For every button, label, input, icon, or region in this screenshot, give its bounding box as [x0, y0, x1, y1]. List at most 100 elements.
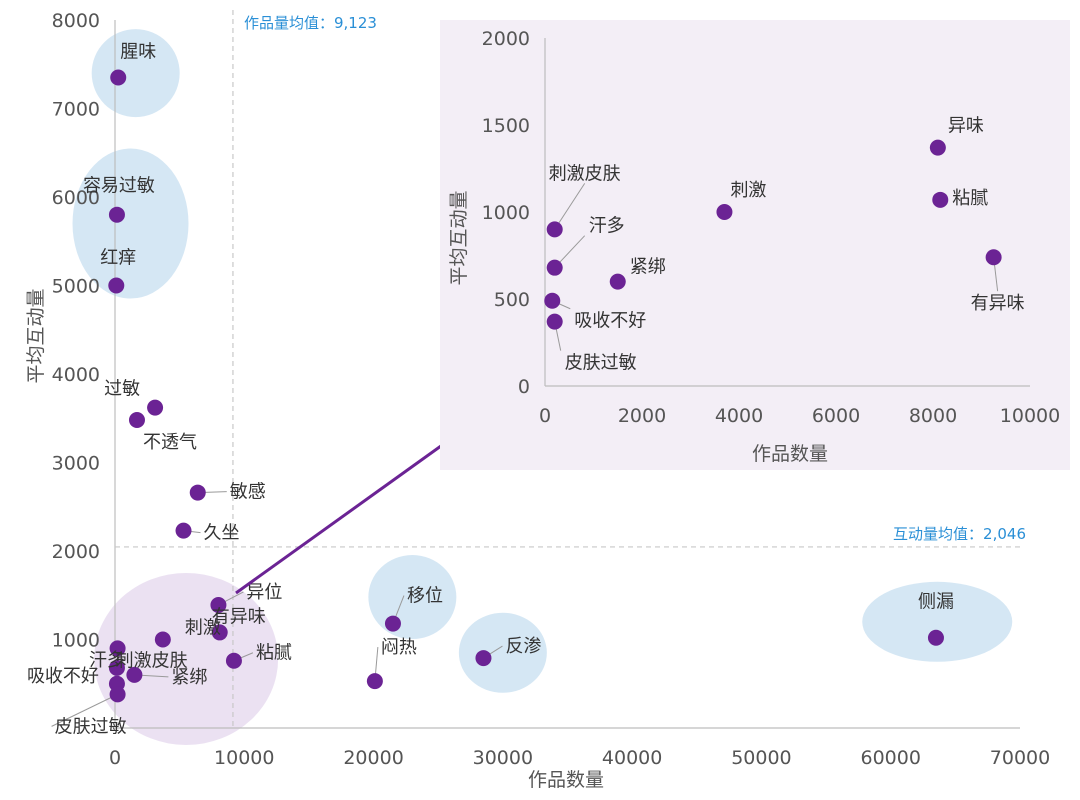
zoom-arrow-line	[235, 423, 473, 595]
inset-point-label-紧绑: 紧绑	[630, 257, 666, 278]
inset-leader-line-刺激皮肤	[554, 183, 586, 230]
inset-y-tick-label: 0	[518, 376, 530, 398]
main-point-敏感	[189, 484, 206, 501]
main-point-label-吸收不好: 吸收不好	[27, 666, 99, 687]
main-point-刺激皮肤	[109, 640, 126, 657]
inset-background	[440, 20, 1070, 470]
main-point-label-粘腻: 粘腻	[256, 643, 292, 664]
main-point-紧绑	[126, 666, 143, 683]
main-y-tick-label: 3000	[52, 453, 100, 475]
highlight-bubble-反渗	[458, 612, 547, 693]
inset-x-tick-label: 2000	[618, 405, 666, 427]
main-point-label-移位: 移位	[407, 586, 443, 607]
inset-point-粘腻	[932, 191, 949, 208]
inset-y-tick-label: 1500	[482, 115, 530, 137]
main-point-不透气	[128, 412, 145, 429]
main-y-tick-label: 6000	[52, 187, 100, 209]
main-point-有异味	[211, 624, 228, 641]
main-y-tick-label: 2000	[52, 541, 100, 563]
inset-point-刺激	[716, 204, 733, 220]
main-point-label-不透气: 不透气	[143, 432, 197, 453]
inset-point-刺激皮肤	[546, 221, 563, 238]
inset-y-tick-label: 500	[494, 289, 530, 311]
main-y-tick-label: 4000	[52, 364, 100, 386]
inset-point-label-刺激: 刺激	[730, 180, 766, 201]
main-x-tick-label: 10000	[214, 747, 274, 769]
main-point-label-过敏: 过敏	[104, 379, 140, 400]
main-point-反渗	[475, 650, 492, 667]
main-point-侧漏	[927, 629, 944, 646]
inset-point-label-刺激皮肤: 刺激皮肤	[549, 163, 621, 184]
x-mean-label: 作品量均值：9,123	[244, 14, 377, 32]
main-point-label-刺激皮肤: 刺激皮肤	[116, 650, 188, 671]
main-x-tick-label: 60000	[860, 747, 920, 769]
inset-point-有异味	[985, 249, 1002, 266]
inset-x-tick-label: 4000	[715, 405, 763, 427]
main-point-过敏	[147, 399, 164, 416]
inset-y-axis-title: 平均互动量	[448, 190, 470, 285]
main-point-红痒	[108, 277, 125, 294]
main-point-label-反渗: 反渗	[505, 636, 541, 657]
main-x-axis-title: 作品数量	[528, 769, 604, 791]
main-point-label-侧漏: 侧漏	[918, 592, 954, 613]
main-point-label-红痒: 红痒	[100, 248, 136, 269]
inset-point-吸收不好	[544, 292, 561, 309]
inset-x-axis-title: 作品数量	[752, 443, 828, 465]
main-point-label-腥味: 腥味	[120, 42, 156, 63]
main-point-移位	[384, 615, 401, 632]
inset-point-异味	[929, 139, 946, 156]
main-x-tick-label: 30000	[473, 747, 533, 769]
main-point-腥味	[110, 69, 127, 86]
main-x-tick-label: 50000	[731, 747, 791, 769]
inset-point-紧绑	[609, 273, 626, 290]
inset-point-label-皮肤过敏: 皮肤过敏	[565, 353, 637, 374]
highlight-bubble-侧漏	[862, 581, 1013, 662]
highlight-bubble-腥味	[91, 29, 180, 118]
main-point-label-刺激: 刺激	[185, 618, 221, 639]
main-x-tick-label: 0	[109, 747, 121, 769]
main-axes: 0 10000 20000 30000 40000 50000 60000 700001000…	[52, 10, 1051, 769]
highlight-bubble-zoom-region	[94, 572, 279, 745]
main-point-label-皮肤过敏: 皮肤过敏	[55, 716, 127, 737]
main-leader-line-皮肤过敏	[51, 693, 118, 727]
zoom-arrow	[235, 423, 473, 595]
inset-point-label-有异味: 有异味	[971, 293, 1025, 314]
main-y-tick-label: 7000	[52, 99, 100, 121]
main-x-tick-label: 20000	[343, 747, 403, 769]
inset-y-tick-label: 1000	[482, 202, 530, 224]
inset-y-tick-label: 2000	[482, 28, 530, 50]
main-y-axis-title: 平均互动量	[25, 288, 47, 383]
y-mean-label: 互动量均值：2,046	[893, 525, 1026, 543]
main-label-layer: 腥味容易过敏红痒过敏不透气敏感久坐异位有异味粘腻刺激刺激皮肤汗多紧绑吸收不好皮肤…	[27, 42, 954, 738]
inset-x-tick-label: 10000	[1000, 405, 1060, 427]
main-point-label-异位: 异位	[246, 582, 282, 603]
main-point-闷热	[366, 673, 383, 690]
main-point-label-紧绑: 紧绑	[171, 667, 207, 688]
main-point-异位	[210, 596, 227, 613]
main-point-刺激	[154, 631, 171, 648]
main-point-汗多	[108, 659, 125, 676]
inset-x-tick-label: 6000	[812, 405, 860, 427]
highlight-bubble-容易过敏-红痒	[72, 148, 189, 299]
main-x-tick-label: 40000	[602, 747, 662, 769]
main-y-tick-label: 5000	[52, 276, 100, 298]
main-point-label-容易过敏: 容易过敏	[83, 176, 155, 197]
main-point-容易过敏	[108, 206, 125, 223]
main-x-tick-label: 70000	[990, 747, 1050, 769]
inset-point-皮肤过敏	[546, 313, 563, 330]
inset-point-label-粘腻: 粘腻	[952, 188, 988, 209]
main-point-layer	[108, 69, 944, 703]
inset-point-label-吸收不好: 吸收不好	[574, 311, 646, 332]
main-point-皮肤过敏	[109, 686, 126, 703]
main-reference-lines	[115, 10, 1020, 728]
inset-chart: 0 2000 4000 6000 8000 10000 0 500 1000 1500 2000 异味…	[440, 20, 1070, 470]
inset-point-label-异味: 异味	[948, 116, 984, 137]
main-point-label-有异味: 有异味	[212, 606, 266, 627]
inset-point-label-汗多: 汗多	[589, 216, 625, 237]
main-point-label-久坐: 久坐	[204, 523, 240, 544]
main-y-tick-label: 8000	[52, 10, 100, 32]
main-point-久坐	[175, 522, 192, 539]
main-point-label-汗多: 汗多	[89, 650, 125, 671]
inset-point-汗多	[546, 259, 563, 276]
